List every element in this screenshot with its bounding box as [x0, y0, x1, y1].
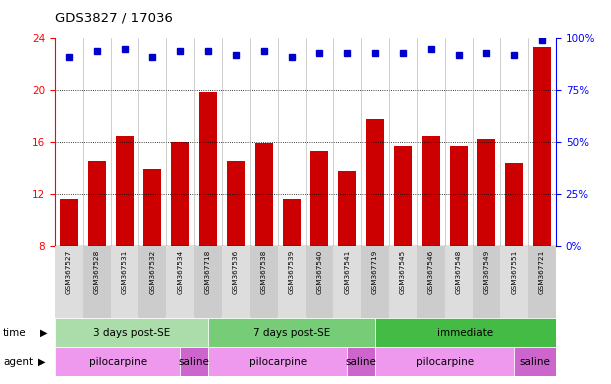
- Bar: [166, 246, 194, 318]
- Bar: [194, 246, 222, 318]
- Text: GSM367549: GSM367549: [483, 249, 489, 294]
- Text: GSM367539: GSM367539: [288, 249, 295, 294]
- Bar: [255, 143, 273, 246]
- Text: GSM367527: GSM367527: [66, 249, 72, 294]
- Text: ▶: ▶: [40, 328, 47, 338]
- Bar: [334, 246, 361, 318]
- Text: GSM367545: GSM367545: [400, 249, 406, 294]
- Text: pilocarpine: pilocarpine: [249, 357, 307, 367]
- Text: GSM367528: GSM367528: [93, 249, 100, 294]
- Text: GSM367719: GSM367719: [372, 249, 378, 294]
- Text: time: time: [3, 328, 27, 338]
- Text: 7 days post-SE: 7 days post-SE: [253, 328, 330, 338]
- Text: pilocarpine: pilocarpine: [89, 357, 147, 367]
- Bar: [310, 151, 329, 246]
- Text: GSM367546: GSM367546: [428, 249, 434, 294]
- Text: GSM367548: GSM367548: [456, 249, 461, 294]
- Bar: [208, 347, 347, 376]
- Bar: [83, 246, 111, 318]
- Text: GSM367718: GSM367718: [205, 249, 211, 294]
- Bar: [227, 162, 245, 246]
- Text: saline: saline: [179, 357, 210, 367]
- Text: GSM367721: GSM367721: [539, 249, 545, 294]
- Text: GSM367551: GSM367551: [511, 249, 518, 294]
- Bar: [55, 347, 180, 376]
- Text: GSM367531: GSM367531: [122, 249, 128, 294]
- Bar: [88, 162, 106, 246]
- Bar: [477, 139, 496, 246]
- Bar: [389, 246, 417, 318]
- Bar: [222, 246, 250, 318]
- Text: immediate: immediate: [437, 328, 494, 338]
- Bar: [180, 347, 208, 376]
- Bar: [111, 246, 139, 318]
- Bar: [144, 169, 161, 246]
- Text: GSM367536: GSM367536: [233, 249, 239, 294]
- Bar: [171, 142, 189, 246]
- Bar: [366, 119, 384, 246]
- Bar: [500, 246, 528, 318]
- Bar: [60, 199, 78, 246]
- Bar: [55, 246, 83, 318]
- Bar: [375, 318, 556, 347]
- Bar: [533, 48, 551, 246]
- Bar: [375, 347, 514, 376]
- Text: saline: saline: [346, 357, 376, 367]
- Bar: [347, 347, 375, 376]
- Bar: [306, 246, 334, 318]
- Bar: [505, 163, 523, 246]
- Bar: [445, 246, 472, 318]
- Text: pilocarpine: pilocarpine: [415, 357, 474, 367]
- Text: agent: agent: [3, 357, 33, 367]
- Bar: [55, 318, 208, 347]
- Bar: [139, 246, 166, 318]
- Bar: [472, 246, 500, 318]
- Bar: [422, 136, 440, 246]
- Text: GDS3827 / 17036: GDS3827 / 17036: [55, 12, 173, 25]
- Bar: [250, 246, 277, 318]
- Text: 3 days post-SE: 3 days post-SE: [93, 328, 170, 338]
- Bar: [277, 246, 306, 318]
- Bar: [417, 246, 445, 318]
- Bar: [115, 136, 134, 246]
- Text: GSM367540: GSM367540: [316, 249, 323, 294]
- Bar: [361, 246, 389, 318]
- Bar: [450, 146, 467, 246]
- Text: ▶: ▶: [38, 357, 45, 367]
- Text: GSM367532: GSM367532: [150, 249, 155, 294]
- Bar: [208, 318, 375, 347]
- Bar: [199, 91, 217, 246]
- Bar: [528, 246, 556, 318]
- Text: GSM367538: GSM367538: [261, 249, 267, 294]
- Bar: [394, 146, 412, 246]
- Text: GSM367534: GSM367534: [177, 249, 183, 294]
- Bar: [338, 170, 356, 246]
- Text: GSM367541: GSM367541: [344, 249, 350, 294]
- Text: saline: saline: [520, 357, 551, 367]
- Bar: [282, 199, 301, 246]
- Bar: [514, 347, 556, 376]
